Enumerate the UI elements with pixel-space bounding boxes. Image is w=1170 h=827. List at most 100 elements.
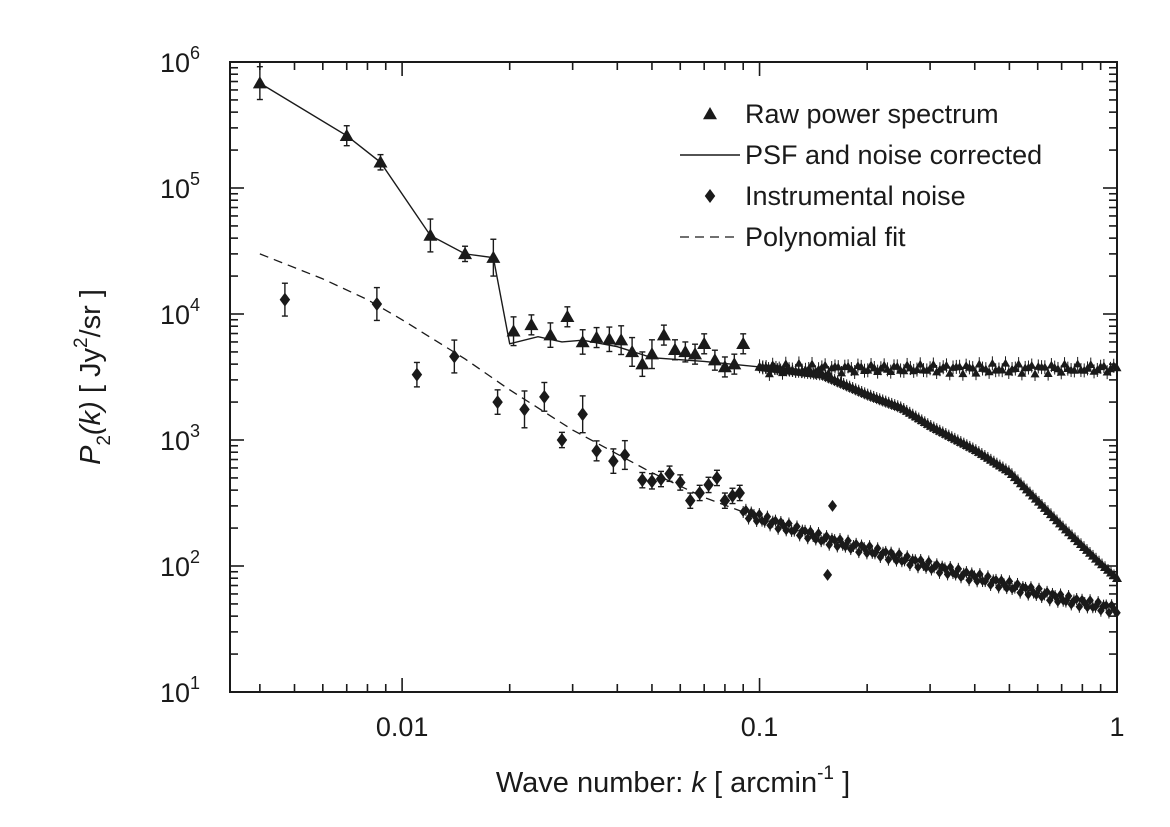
raw-spectrum-point (1069, 365, 1079, 374)
noise-point (943, 569, 952, 580)
legend: Raw power spectrum PSF and noise correcte… (680, 99, 1042, 252)
raw-spectrum-point (506, 324, 521, 337)
noise-point (608, 454, 619, 469)
raw-spectrum-point (850, 367, 860, 376)
noise-point (1024, 589, 1033, 600)
legend-entry: Instrumental noise (704, 181, 966, 211)
noise-point (449, 349, 460, 364)
raw-spectrum-point (823, 368, 833, 377)
legend-diamond-marker (704, 189, 716, 203)
plot-area (252, 65, 1122, 619)
raw-spectrum-point (560, 309, 575, 323)
raw-spectrum-point (958, 369, 968, 378)
raw-spectrum-point (987, 358, 997, 367)
raw-spectrum-point (625, 344, 640, 358)
noise-point (852, 538, 860, 549)
raw-spectrum-point (543, 328, 558, 341)
y-axis-label: P2(k) [ Jy2/sr ] (71, 289, 115, 465)
raw-spectrum-point (697, 336, 712, 350)
raw-spectrum-point (1060, 359, 1070, 368)
raw-spectrum-point (886, 367, 896, 376)
raw-spectrum-point (1030, 369, 1040, 378)
noise-point (793, 521, 801, 532)
raw-spectrum-point (688, 347, 703, 360)
raw-spectrum-point (912, 365, 922, 373)
noise-point (1054, 596, 1062, 607)
noise-point (577, 407, 588, 422)
noise-point (895, 548, 903, 559)
noise-point (1105, 607, 1113, 618)
raw-spectrum-point (778, 368, 788, 377)
noise-point (279, 292, 291, 307)
raw-spectrum-point (791, 366, 801, 375)
noise-point (637, 473, 648, 488)
noise-point (711, 470, 723, 485)
noise-point (801, 525, 809, 536)
noise-lowk (279, 282, 745, 510)
noise-point (411, 367, 423, 382)
raw-spectrum-point (997, 365, 1007, 374)
legend-label: Polynomial fit (745, 222, 906, 252)
noise-point (855, 547, 863, 558)
legend-label: PSF and noise corrected (745, 140, 1042, 170)
noise-point (774, 523, 782, 534)
noise-point (954, 563, 963, 574)
noise-point (492, 395, 503, 410)
y-tick-label: 103 (160, 421, 200, 456)
noise-point (1086, 595, 1094, 606)
noise-point (1002, 583, 1011, 594)
noise-point (884, 554, 893, 565)
raw-spectrum-point (971, 368, 981, 377)
raw-spectrum-point (656, 328, 671, 341)
raw-spectrum-point (941, 360, 951, 369)
x-tick-label: 0.1 (741, 712, 779, 742)
raw-spectrum-point (458, 246, 473, 260)
y-tick-label: 101 (160, 673, 200, 708)
noise-point (519, 402, 530, 417)
legend-label: Raw power spectrum (745, 99, 999, 129)
raw-spectrum-point (774, 364, 784, 372)
raw-spectrum-point (635, 357, 650, 370)
raw-spectrum-point (968, 363, 978, 372)
noise-point (719, 493, 731, 508)
noise-point (703, 477, 714, 492)
x-axis-label: Wave number: k [ arcmin-1 ] (496, 763, 850, 799)
raw-spectrum-point (804, 364, 814, 373)
raw-spectrum-point (252, 76, 267, 89)
noise-point (646, 474, 658, 489)
noise-point (863, 548, 871, 559)
raw-spectrum-point (644, 347, 659, 360)
raw-spectrum-point (863, 365, 873, 374)
noise-point (556, 433, 568, 447)
noise-point (1094, 597, 1102, 608)
noise-point (755, 509, 764, 520)
legend-entry: Polynomial fit (680, 222, 906, 252)
raw-spectrum-lowk (252, 65, 751, 378)
noise-point (1075, 601, 1084, 612)
raw-spectrum-point (602, 332, 617, 345)
noise-point (823, 568, 833, 581)
noise-point (828, 499, 838, 512)
noise-point (814, 528, 823, 539)
noise-point (994, 582, 1003, 593)
raw-spectrum-point (1001, 358, 1011, 367)
x-tick-label: 0.01 (376, 712, 429, 742)
raw-spectrum-point (678, 344, 693, 358)
noise-point (785, 518, 793, 529)
raw-spectrum-point (1040, 362, 1050, 371)
noise-point (619, 448, 631, 463)
raw-spectrum-point (727, 357, 742, 370)
raw-spectrum-point (339, 128, 354, 141)
raw-spectrum-point (707, 353, 722, 366)
noise-point (992, 574, 1000, 585)
noise-point (965, 575, 973, 586)
noise-point (539, 389, 550, 404)
raw-spectrum-highk (755, 356, 1122, 381)
legend-entry: Raw power spectrum (703, 99, 999, 129)
raw-spectrum-point (736, 336, 751, 350)
noise-point (1005, 576, 1014, 587)
legend-label: Instrumental noise (745, 181, 966, 211)
noise-point (1072, 593, 1081, 604)
raw-spectrum-point (899, 366, 909, 375)
